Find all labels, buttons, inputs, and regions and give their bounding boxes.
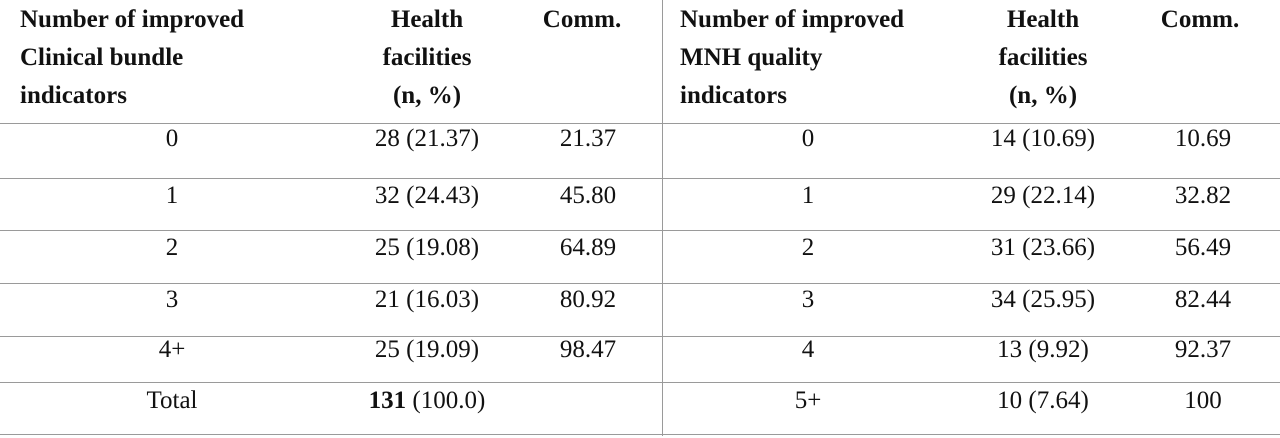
right-hf-line-3: (n, %) [1008,82,1078,109]
left-row-comm: 21.37 [559,125,617,152]
left-header-health-facilities: Health facilities (n, %) [347,1,507,115]
row-rule-2 [0,230,1280,231]
right-header-line-1: Number of improved [680,6,905,33]
left-row-comm: 98.47 [559,336,617,363]
left-header-comm: Comm. [522,1,642,39]
right-row-count: 2 [801,234,815,261]
row-rule-1 [0,178,1280,179]
left-hf-line-3: (n, %) [392,82,462,109]
right-row-comm: 10.69 [1174,125,1232,152]
left-header-line-2: Clinical bundle [20,44,184,71]
right-row-count: 5+ [794,387,822,414]
right-row-hf: 14 (10.69) [990,125,1096,152]
right-row-hf: 31 (23.66) [990,234,1096,261]
right-row-comm: 56.49 [1174,234,1232,261]
row-rule-3 [0,283,1280,284]
left-row-hf: 21 (16.03) [374,286,480,313]
table-divider [662,0,663,436]
left-row-hf: 28 (21.37) [374,125,480,152]
right-row-count: 3 [801,286,815,313]
right-header-comm: Comm. [1140,1,1260,39]
right-row-comm: 92.37 [1174,336,1232,363]
left-row-count: 3 [165,286,179,313]
right-row-hf: 13 (9.92) [997,336,1089,363]
right-row-count: 1 [801,182,815,209]
left-row-hf: 32 (24.43) [374,182,480,209]
right-row-comm: 100 [1184,387,1222,414]
left-hf-line-1: Health [390,6,464,33]
left-row-hf: 25 (19.09) [374,336,480,363]
right-comm-line-1: Comm. [1160,6,1240,33]
left-comm-line-1: Comm. [542,6,622,33]
right-row-hf: 10 (7.64) [997,387,1089,414]
left-row-comm: 64.89 [559,234,617,261]
right-row-comm: 82.44 [1174,286,1232,313]
left-row-hf: 25 (19.08) [374,234,480,261]
row-rule-5 [0,382,1280,383]
left-row-comm: 80.92 [559,286,617,313]
left-row-count: 0 [165,125,179,152]
right-header-indicators: Number of improved MNH quality indicator… [680,1,980,115]
right-row-count: 4 [801,336,815,363]
left-row-count: 4+ [158,336,186,363]
left-total-hf-bold: 131 [368,387,407,414]
right-header-health-facilities: Health facilities (n, %) [963,1,1123,115]
left-header-line-3: indicators [20,82,127,109]
right-header-line-3: indicators [680,82,787,109]
table-bottom-rule [0,434,1280,435]
left-row-count: 1 [165,182,179,209]
left-header-line-1: Number of improved [20,6,245,33]
left-row-count: 2 [165,234,179,261]
header-bottom-rule [0,123,1280,124]
right-header-line-2: MNH quality [680,44,823,71]
right-hf-line-1: Health [1006,6,1080,33]
left-hf-line-2: facilities [382,44,472,71]
left-total-hf: 131 (100.0) [347,382,507,420]
right-row-comm: 32.82 [1174,182,1232,209]
left-header-indicators: Number of improved Clinical bundle indic… [20,1,340,115]
right-row-count: 0 [801,125,815,152]
left-total-label: Total [146,387,198,414]
right-hf-line-2: facilities [998,44,1088,71]
right-row-hf: 34 (25.95) [990,286,1096,313]
left-row-comm: 45.80 [559,182,617,209]
left-total-hf-rest: (100.0) [406,387,486,414]
row-rule-4 [0,336,1280,337]
right-row-hf: 29 (22.14) [990,182,1096,209]
